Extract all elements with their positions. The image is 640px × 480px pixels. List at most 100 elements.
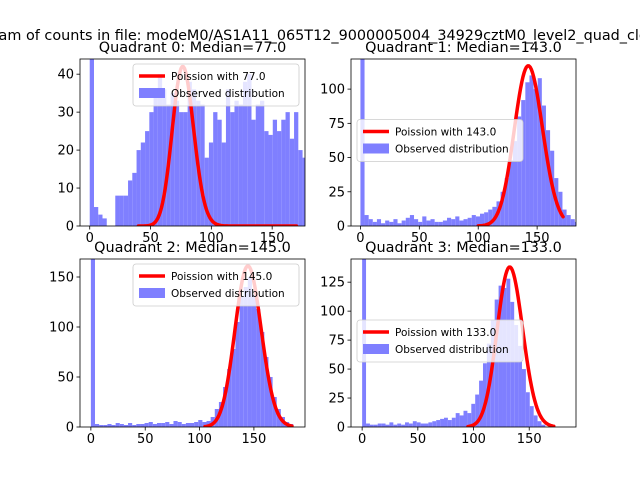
histogram-bar	[426, 220, 431, 226]
histogram-bar	[368, 219, 373, 226]
histogram-bar	[191, 89, 197, 226]
histogram-bar	[484, 212, 489, 226]
histogram-bar	[424, 423, 429, 427]
histogram-bar	[132, 425, 137, 427]
histogram-bar	[545, 130, 551, 226]
histogram-bar	[217, 119, 222, 226]
histogram-bar	[268, 134, 273, 226]
histogram-bar	[268, 377, 273, 427]
y-tick-label: 50	[328, 363, 345, 378]
legend-observed-label: Observed distribution	[171, 288, 285, 300]
histogram-bar	[264, 131, 269, 226]
y-tick-label: 50	[328, 151, 345, 166]
histogram-bar	[157, 74, 163, 226]
histogram-bar	[494, 299, 499, 427]
histogram-bar	[455, 216, 460, 226]
histogram-bar	[467, 413, 472, 427]
histogram-bar	[225, 89, 231, 226]
histogram-bar	[179, 112, 184, 226]
histogram-bar	[521, 100, 526, 226]
histogram-bar	[152, 424, 157, 427]
y-tick-label: 75	[328, 334, 345, 349]
histogram-bar	[156, 423, 162, 427]
histogram-bar	[451, 219, 456, 226]
histogram-bar	[463, 219, 468, 226]
histogram-bar	[251, 295, 257, 427]
histogram-bar	[389, 221, 394, 226]
subplot-title: Quadrant 1: Median=143.0	[365, 40, 562, 56]
histogram-bar	[475, 216, 480, 226]
histogram-bar	[140, 424, 145, 427]
x-tick-label: 50	[137, 432, 154, 447]
poisson-curve	[136, 64, 299, 226]
histogram-bar	[482, 363, 487, 427]
x-tick-label: 50	[142, 231, 159, 246]
histogram-bar	[111, 425, 116, 427]
legend-observed-swatch	[363, 344, 389, 354]
histogram-bar	[238, 104, 243, 226]
legend-poisson-label: Poission with 143.0	[395, 127, 496, 139]
y-tick-label: 25	[328, 392, 345, 407]
y-tick-label: 100	[320, 83, 345, 98]
x-tick-label: 50	[411, 231, 428, 246]
histogram-bar	[463, 410, 468, 427]
histogram-bar	[385, 424, 390, 427]
histogram-bar	[518, 345, 522, 427]
axes-frame	[350, 58, 577, 227]
histogram-bar	[153, 93, 158, 226]
histogram-bar	[243, 287, 248, 427]
histogram-bar	[272, 119, 278, 226]
histogram-bar	[95, 424, 100, 427]
histogram-bar	[128, 180, 133, 226]
x-tick-label: 100	[199, 231, 224, 246]
y-tick-label: 40	[57, 68, 74, 83]
histogram-bar	[422, 216, 427, 226]
histogram-bar	[119, 424, 124, 427]
histogram-bar	[149, 112, 154, 226]
histogram-bar	[239, 297, 244, 427]
histogram-bar	[185, 423, 190, 427]
legend-observed-label: Observed distribution	[395, 344, 509, 356]
y-tick-label: 20	[57, 144, 74, 159]
histogram-bar	[235, 322, 240, 427]
y-tick-label: 25	[328, 185, 345, 200]
y-tick-label: 75	[328, 117, 345, 132]
histogram-bar	[397, 223, 402, 226]
histogram-bar	[208, 142, 214, 226]
x-tick-label: 0	[358, 432, 366, 447]
histogram-bar	[181, 424, 186, 427]
histogram-bar	[294, 112, 299, 226]
legend-observed-label: Observed distribution	[171, 88, 285, 100]
x-tick-label: 150	[525, 231, 550, 246]
histogram-bar	[401, 424, 406, 427]
subplots: 0 50 100 150 0 10 20 30 40 Quadrant 0: Median=77.…	[49, 40, 577, 447]
x-tick-label: 0	[356, 231, 364, 246]
histogram-bar	[223, 387, 228, 427]
histogram-bar	[140, 142, 146, 226]
x-tick-label: 100	[187, 432, 212, 447]
histogram-bar	[173, 421, 178, 427]
histogram-bar	[504, 178, 509, 226]
histogram-bar	[389, 422, 394, 427]
histogram-bar	[533, 415, 538, 427]
histogram-bar	[170, 93, 175, 226]
histogram-bar	[570, 219, 575, 226]
histogram-bar	[521, 369, 526, 427]
histogram-bar	[471, 403, 476, 427]
histogram-bar	[230, 112, 235, 226]
histogram-bar	[247, 277, 252, 427]
histogram-bar	[272, 397, 277, 427]
histogram-bar	[255, 104, 260, 226]
histogram-bar	[537, 78, 542, 226]
histogram-bar	[381, 223, 386, 226]
histogram-bar	[488, 209, 493, 226]
histogram-bar	[475, 394, 480, 427]
subplot-title: Quadrant 3: Median=133.0	[365, 240, 562, 256]
histogram-bar	[405, 217, 410, 226]
histogram-bar	[103, 425, 108, 427]
histogram-bar	[405, 422, 409, 427]
y-tick-label: 0	[337, 421, 345, 436]
poisson-curve	[466, 265, 556, 427]
histogram-bar	[517, 116, 522, 226]
histogram-bar	[432, 421, 437, 427]
